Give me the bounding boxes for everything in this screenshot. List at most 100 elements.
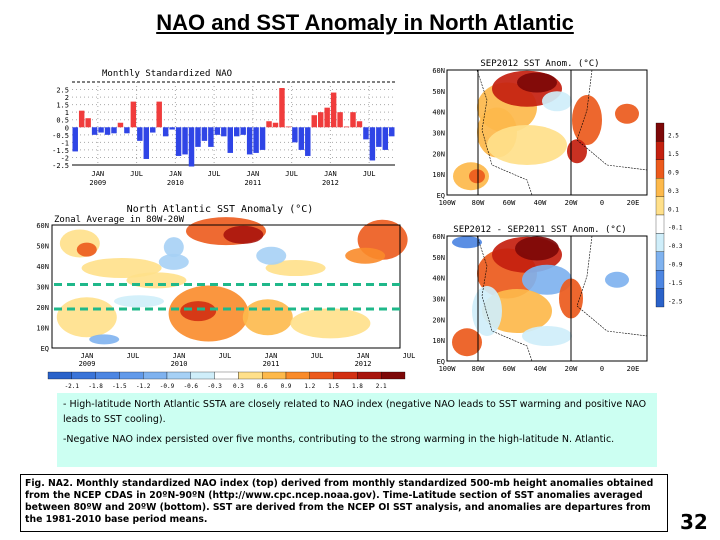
map-colorbar-swatch [655, 233, 665, 252]
colorbar-label: 0.3 [233, 383, 244, 390]
colorbar-swatch [143, 371, 168, 380]
colorbar-label: 1.2 [304, 383, 315, 390]
map-colorbar-label: 0.9 [668, 170, 679, 177]
sst-anomaly-region [469, 169, 485, 184]
nao-bar [376, 127, 382, 147]
nao-x-tick-year: 2012 [322, 179, 339, 187]
sst-anomaly-region [517, 72, 557, 93]
nao-bar [259, 127, 266, 150]
nao-y-tick: 2 [65, 94, 69, 102]
hovmoller-y-tick: 50N [36, 243, 49, 251]
map-colorbar-swatch [655, 196, 665, 216]
map-colorbar-label: -0.3 [668, 243, 683, 250]
nao-bar [298, 127, 305, 150]
colorbar-swatch [214, 371, 239, 380]
colorbar-swatch [71, 371, 96, 380]
hovmoller-x-tick: JAN [357, 352, 370, 360]
coastline [476, 69, 648, 196]
nao-bar [143, 127, 150, 159]
map-colorbar-swatch [655, 288, 665, 308]
nao-bar [175, 127, 182, 156]
nao-bar [130, 101, 137, 128]
sst-anomaly-region [472, 286, 502, 336]
map-colorbar-swatch [655, 270, 665, 289]
sst-anomaly-region [290, 308, 371, 339]
nao-bar [156, 101, 162, 128]
map-x-tick: 20W [565, 365, 578, 373]
hovmoller-x-tick-year: 2009 [79, 360, 96, 368]
nao-bar [221, 127, 227, 137]
nao-bar [98, 127, 104, 133]
nao-y-tick: 0 [65, 124, 69, 132]
nao-bar [162, 127, 169, 137]
nao-bar [253, 127, 259, 153]
figure-caption: Fig. NA2. Monthly standardized NAO index… [20, 474, 668, 532]
colorbar-swatch [190, 371, 215, 380]
nao-bar [104, 127, 111, 135]
nao-bar [363, 127, 369, 140]
sst-anomaly-region [487, 125, 567, 165]
map-bottom-title: SEP2012 - SEP2011 SST Anom. (°C) [453, 225, 626, 235]
map-top-title: SEP2012 SST Anom. (°C) [480, 59, 599, 69]
hovmoller-x-tick-year: 2011 [263, 360, 280, 368]
nao-x-tick-year: 2010 [167, 179, 184, 187]
nao-y-tick: -0.5 [52, 132, 69, 140]
sst-anomaly-region [180, 301, 217, 322]
nao-y-tick: -1 [61, 139, 69, 147]
nao-bar [279, 88, 285, 128]
map-colorbar-swatch [655, 178, 665, 197]
hovmoller-border [51, 224, 401, 349]
colorbar-label: 2.1 [376, 383, 387, 390]
nao-bar [85, 118, 91, 128]
map-x-tick: 40W [534, 199, 547, 207]
sst-anomaly-region [515, 236, 559, 261]
colorbar-swatch [119, 371, 144, 380]
nao-x-tick: JAN [324, 170, 337, 178]
hovmoller-x-tick: JAN [265, 352, 278, 360]
nao-bar [350, 112, 356, 128]
nao-bar [343, 126, 350, 128]
nao-bar [272, 122, 279, 128]
nao-y-tick: 0.5 [56, 117, 69, 125]
nao-x-tick: JAN [169, 170, 182, 178]
nao-bar [188, 127, 195, 167]
nao-bar [72, 127, 78, 152]
sst-anomaly-region [567, 139, 587, 164]
nao-bar [214, 127, 221, 135]
map-y-tick: 60N [432, 233, 445, 241]
map-x-tick: 60W [503, 199, 516, 207]
nao-bar [195, 127, 201, 147]
map-y-tick: 60N [432, 67, 445, 75]
nao-x-tick-year: 2011 [244, 179, 261, 187]
sst-hovmoller-chart: North Atlantic SST Anomaly (°C) Zonal Av… [36, 204, 415, 390]
sst-anomaly-region [522, 326, 572, 346]
map-x-tick: 60W [503, 365, 516, 373]
map-y-tick: 20N [432, 150, 445, 158]
map-colorbar-label: 1.5 [668, 151, 679, 158]
coastline [476, 235, 648, 362]
colorbar-swatch [262, 371, 287, 380]
nao-bar [150, 127, 156, 133]
notes-box: - High-latitude North Atlantic SSTA are … [57, 393, 657, 467]
colorbar-swatch [357, 371, 382, 380]
nao-y-tick: -1.5 [52, 147, 69, 155]
colorbar-label: 1.5 [328, 383, 339, 390]
hovmoller-x-tick: JUL [311, 352, 324, 360]
hovmoller-y-tick: EQ [41, 345, 49, 353]
nao-bar [356, 121, 363, 128]
hovmoller-y-tick: 10N [36, 325, 49, 333]
colorbar-label: -1.8 [88, 383, 103, 390]
map-x-tick: 20W [565, 199, 578, 207]
map-x-tick: 100W [439, 365, 457, 373]
map-border [446, 235, 648, 362]
hovmoller-y-tick: 40N [36, 263, 49, 271]
hovmoller-y-tick: 60N [36, 222, 49, 230]
sst-anomaly-region [615, 103, 639, 124]
sst-anomaly-region [158, 253, 189, 270]
map-colorbar-swatch [655, 214, 665, 234]
nao-bar [117, 122, 124, 128]
note-1: - High-latitude North Atlantic SSTA are … [63, 399, 647, 425]
colorbar-swatch [309, 371, 334, 380]
map-y-tick: 40N [432, 109, 445, 117]
